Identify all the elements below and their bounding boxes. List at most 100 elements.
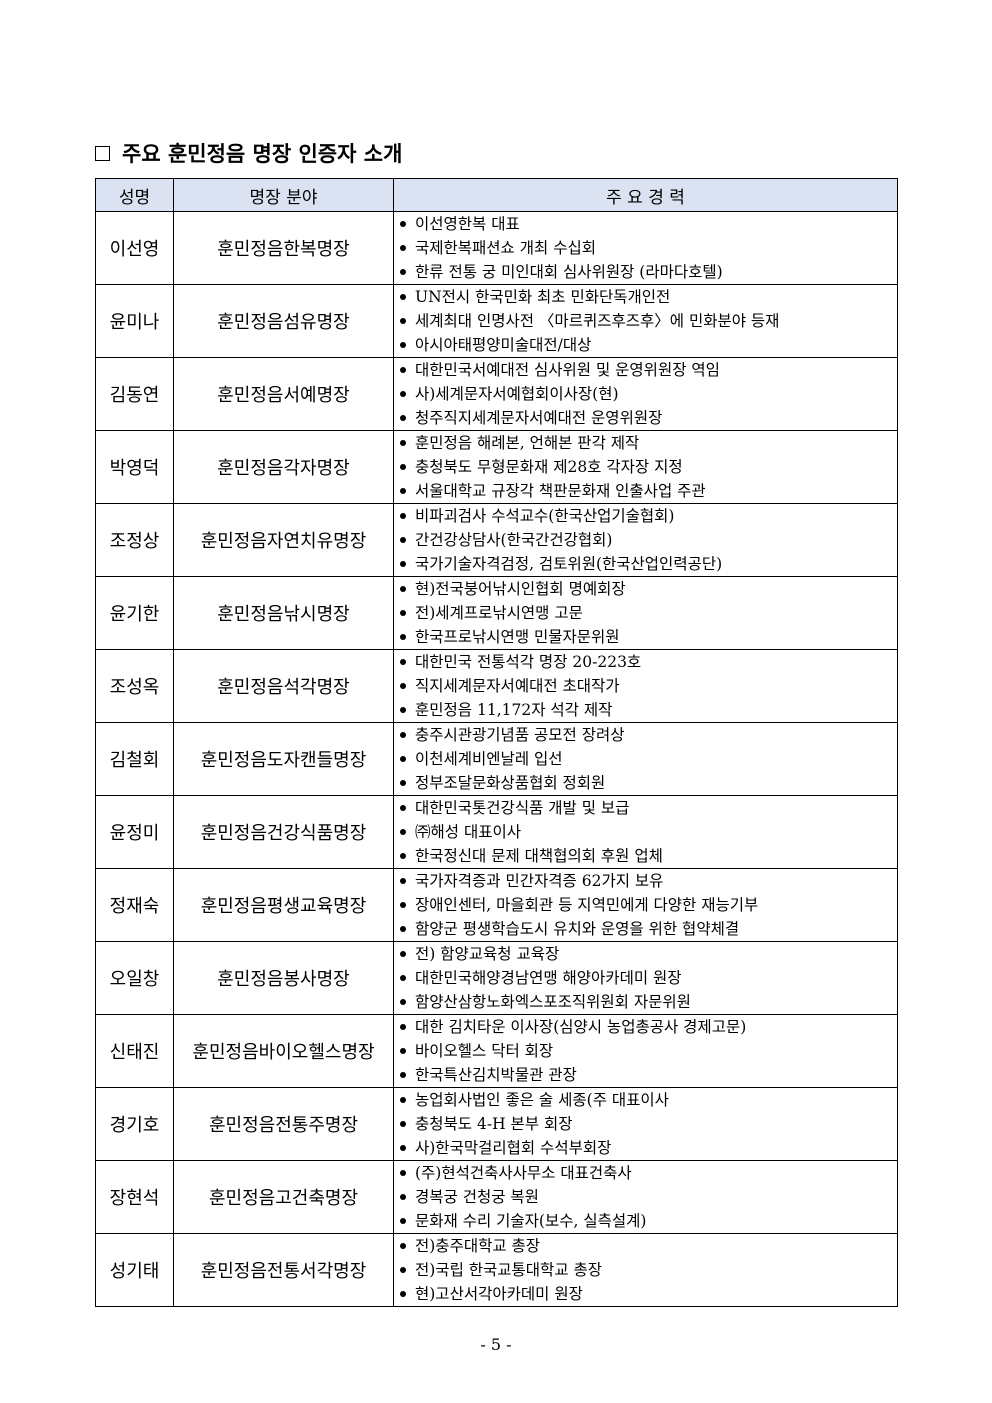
bullet [400,951,406,957]
field-cell: 훈민정음고건축명장 [173,1160,394,1234]
bullet [400,318,406,324]
career-text: (주)현석건축사사무소 대표건축사 [415,1164,632,1182]
bullet [400,488,406,494]
bullet [400,707,406,713]
bullet [400,683,406,689]
career-text: 충청북도 무형문화재 제28호 각자장 지정 [415,458,683,476]
bullet [400,1243,406,1249]
table-body: 이선영 훈민정음한복명장 이선영한복 대표 국제한복패션쇼 개최 수십회 한류 전통 궁… [95,211,898,1307]
career-text: 전)국립 한국교통대학교 총장 [415,1261,603,1279]
field-cell: 훈민정음건강식품명장 [173,795,394,869]
field-cell: 훈민정음낚시명장 [173,576,394,650]
header-cell: 명장 분야 [173,178,394,212]
bullet [400,269,406,275]
career-item: 한류 전통 궁 미인대회 심사위원장 (라마다호텔) [400,260,897,284]
table-row: 성기태 훈민정음전통서각명장 전)충주대학교 총장 전)국립 한국교통대학교 총장 현)… [95,1233,898,1307]
career-item: 국가기술자격검정, 검토위원(한국산업인력공단) [400,552,897,576]
table-row: 박영덕 훈민정음각자명장 훈민정음 해례본, 언해본 판각 제작 충청북도 무형문화재… [95,430,898,504]
career-text: 한국특산김치박물관 관장 [415,1066,577,1084]
career-text: 농업회사법인 좋은 술 세종(주 대표이사 [415,1091,669,1109]
table-row: 이선영 훈민정음한복명장 이선영한복 대표 국제한복패션쇼 개최 수십회 한류 전통 궁… [95,211,898,285]
table-row: 김철회 훈민정음도자캔들명장 충주시관광기념품 공모전 장려상 이천세계비엔날레 입선… [95,722,898,796]
career-text: 전)세계프로낚시연맹 고문 [415,604,583,622]
bullet [400,1048,406,1054]
career-item: 장애인센터, 마을회관 등 지역민에게 다양한 재능기부 [400,893,897,917]
field-cell: 훈민정음서예명장 [173,357,394,431]
bullet [400,780,406,786]
career-text: 훈민정음 해례본, 언해본 판각 제작 [415,434,640,452]
bullet [400,1267,406,1273]
career-text: 서울대학교 규장각 책판문화재 인출사업 주관 [415,482,706,500]
name-cell: 김철회 [95,722,174,796]
header-cell: 성명 [95,178,174,212]
career-item: 대한민국톳건강식품 개발 및 보급 [400,796,897,820]
name-cell: 박영덕 [95,430,174,504]
career-item: 이천세계비엔날레 입선 [400,747,897,771]
bullet [400,1218,406,1224]
career-item: 청주직지세계문자서예대전 운영위원장 [400,406,897,430]
career-item: 전)세계프로낚시연맹 고문 [400,601,897,625]
career-text: 국제한복패션쇼 개최 수십회 [415,239,596,257]
bullet [400,440,406,446]
career-item: 전)충주대학교 총장 [400,1234,897,1258]
bullet [400,805,406,811]
career-item: 문화재 수리 기술자(보수, 실측설계) [400,1209,897,1233]
bullet [400,245,406,251]
career-cell: 전)충주대학교 총장 전)국립 한국교통대학교 총장 현)고산서각아카데미 원장 [393,1233,898,1307]
table-row: 조성옥 훈민정음석각명장 대한민국 전통석각 명장 20-223호 직지세계문자서예대… [95,649,898,723]
career-item: 전) 함양교육청 교육장 [400,942,897,966]
career-cell: 전) 함양교육청 교육장 대한민국해양경남연맹 해양아카데미 원장 함양산삼항노화엑… [393,941,898,1015]
bullet [400,415,406,421]
table-row: 장현석 훈민정음고건축명장 (주)현석건축사사무소 대표건축사 경복궁 건청궁 복원 문… [95,1160,898,1234]
career-item: 현)전국붕어낚시인협회 명예회장 [400,577,897,601]
bullet [400,464,406,470]
bullet [400,902,406,908]
career-text: 한국프로낚시연맹 민물자문위원 [415,628,620,646]
bullet [400,756,406,762]
name-cell: 조성옥 [95,649,174,723]
career-item: 간건강상담사(한국간건강협회) [400,528,897,552]
bullet [400,1072,406,1078]
career-text: 아시아태평양미술대전/대상 [415,336,592,354]
checkbox-square [95,145,110,161]
career-text: 바이오헬스 닥터 회장 [415,1042,554,1060]
bullet [400,342,406,348]
table-row: 조정상 훈민정음자연치유명장 비파괴검사 수석교수(한국산업기술협회) 간건강상담사(… [95,503,898,577]
bullet [400,1145,406,1151]
career-item: 충청북도 무형문화재 제28호 각자장 지정 [400,455,897,479]
bullet [400,586,406,592]
career-text: 사)세계문자서예협회이사장(현) [415,385,619,403]
career-item: 대한 김치타운 이사장(심양시 농업총공사 경제고문) [400,1015,897,1039]
field-cell: 훈민정음전통서각명장 [173,1233,394,1307]
table-row: 오일창 훈민정음봉사명장 전) 함양교육청 교육장 대한민국해양경남연맹 해양아카데미… [95,941,898,1015]
career-item: ㈜해성 대표이사 [400,820,897,844]
career-text: 대한민국서예대전 심사위원 및 운영위원장 역임 [415,361,720,379]
career-item: 경복궁 건청궁 복원 [400,1185,897,1209]
career-item: 사)한국막걸리협회 수석부회장 [400,1136,897,1160]
career-text: 한류 전통 궁 미인대회 심사위원장 (라마다호텔) [415,263,723,281]
career-item: 대한민국해양경남연맹 해양아카데미 원장 [400,966,897,990]
career-text: 현)전국붕어낚시인협회 명예회장 [415,580,626,598]
career-text: 국가기술자격검정, 검토위원(한국산업인력공단) [415,555,723,573]
name-cell: 김동연 [95,357,174,431]
career-item: 농업회사법인 좋은 술 세종(주 대표이사 [400,1088,897,1112]
name-cell: 장현석 [95,1160,174,1234]
career-item: 훈민정음 해례본, 언해본 판각 제작 [400,431,897,455]
career-item: 전)국립 한국교통대학교 총장 [400,1258,897,1282]
name-cell: 성기태 [95,1233,174,1307]
career-cell: 농업회사법인 좋은 술 세종(주 대표이사 충청북도 4-H 본부 회장 사)한국막… [393,1087,898,1161]
career-item: (주)현석건축사사무소 대표건축사 [400,1161,897,1185]
table-row: 윤정미 훈민정음건강식품명장 대한민국톳건강식품 개발 및 보급 ㈜해성 대표이사 한국… [95,795,898,869]
career-item: 훈민정음 11,172자 석각 제작 [400,698,897,722]
bullet [400,294,406,300]
field-cell: 훈민정음봉사명장 [173,941,394,1015]
bullet [400,1097,406,1103]
table-row: 정재숙 훈민정음평생교육명장 국가자격증과 민간자격증 62가지 보유 장애인센터, … [95,868,898,942]
career-item: 함양산삼항노화엑스포조직위원회 자문위원 [400,990,897,1014]
bullet [400,999,406,1005]
